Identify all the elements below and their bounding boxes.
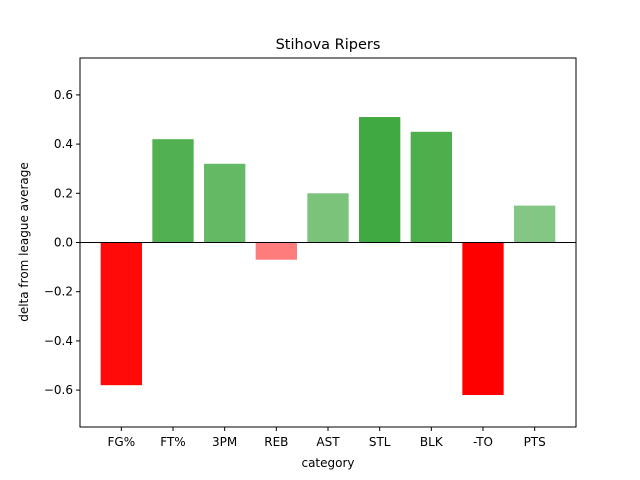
- x-tick-label: -TO: [473, 435, 493, 449]
- x-tick-label: FT%: [160, 435, 185, 449]
- bars: [100, 117, 556, 396]
- y-tick-label: −0.4: [44, 334, 73, 348]
- x-tick-label: REB: [264, 435, 288, 449]
- x-tick-label: STL: [369, 435, 391, 449]
- bar-9: [514, 205, 556, 243]
- x-tick-label: BLK: [420, 435, 444, 449]
- y-axis-label: delta from league average: [17, 162, 31, 322]
- y-tick-label: 0.6: [54, 88, 73, 102]
- bar-3: [204, 163, 246, 243]
- x-tick-label: FG%: [108, 435, 136, 449]
- bar-4: [255, 242, 297, 260]
- x-tick-label: AST: [316, 435, 340, 449]
- x-tick-label: PTS: [524, 435, 546, 449]
- bar-8: [462, 242, 504, 396]
- y-tick-label: −0.2: [44, 285, 73, 299]
- bar-7: [410, 131, 452, 243]
- bar-1: [100, 242, 142, 386]
- y-axis-ticks: −0.6 −0.4 −0.2 0.0 0.2 0.4 0.6: [44, 88, 80, 397]
- bar-2: [152, 139, 194, 243]
- y-tick-label: 0.4: [54, 137, 73, 151]
- y-tick-label: 0.2: [54, 186, 73, 200]
- chart-title: Stihova Ripers: [276, 37, 381, 53]
- y-tick-label: −0.6: [44, 383, 73, 397]
- bar-6: [359, 117, 401, 243]
- x-tick-label: 3PM: [212, 435, 237, 449]
- x-axis-ticks: FG% FT% 3PM REB AST STL BLK -TO PTS: [108, 427, 546, 449]
- x-axis-label: category: [301, 456, 354, 470]
- y-tick-label: 0.0: [54, 236, 73, 250]
- bar-5: [307, 193, 349, 243]
